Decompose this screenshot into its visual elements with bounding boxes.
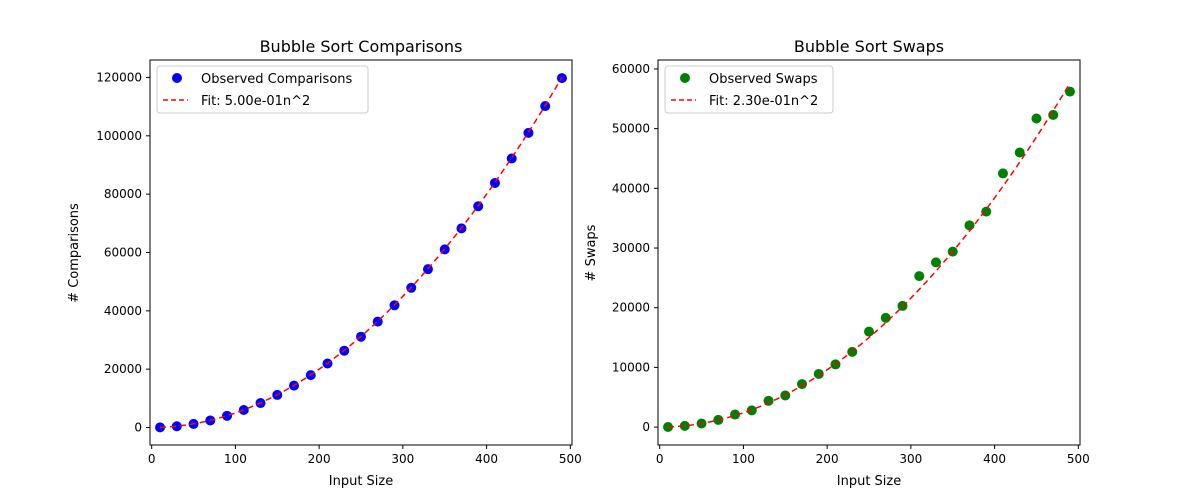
chart-title: Bubble Sort Comparisons: [260, 37, 463, 56]
x-axis-label: Input Size: [837, 474, 901, 489]
y-tick-label: 40000: [612, 181, 650, 195]
legend: Observed Swaps Fit: 2.30e-01n^2: [664, 65, 834, 114]
data-point: [997, 168, 1008, 179]
data-point: [1031, 113, 1042, 124]
data-point: [155, 422, 166, 433]
data-point: [914, 271, 925, 282]
x-tick-label: 200: [816, 452, 839, 466]
y-axis-label: # Comparisons: [67, 203, 82, 303]
plot-area: [663, 82, 1075, 432]
legend-box: [156, 65, 369, 114]
fit-line: [668, 82, 1071, 428]
y-tick-label: 20000: [104, 362, 142, 376]
data-point: [679, 420, 690, 431]
y-axis-label: # Swaps: [584, 224, 599, 281]
legend-label-fit: Fit: 2.30e-01n^2: [709, 94, 818, 109]
tick-group: 0 100 200 300 400 500 0 20000 40000 60000 80000 100…: [96, 71, 582, 467]
y-tick-label: 30000: [612, 241, 650, 255]
x-tick-label: 100: [732, 452, 755, 466]
axes-frame: [149, 59, 573, 446]
x-axis-label: Input Size: [329, 474, 393, 489]
swaps-chart: Bubble Sort Swaps Input Size # Swaps 0 10…: [584, 37, 1090, 489]
data-point: [171, 421, 182, 432]
y-tick-label: 60000: [104, 246, 142, 260]
data-point: [1048, 109, 1059, 120]
data-point: [1014, 147, 1025, 158]
chart-title: Bubble Sort Swaps: [794, 37, 944, 56]
y-tick-label: 20000: [612, 301, 650, 315]
x-tick-label: 200: [308, 452, 331, 466]
x-tick-label: 400: [475, 452, 498, 466]
x-tick-label: 500: [559, 452, 582, 466]
comparisons-chart: Bubble Sort Comparisons Input Size # Com…: [67, 37, 582, 489]
x-tick-label: 300: [899, 452, 922, 466]
y-tick-label: 120000: [96, 71, 142, 85]
axes-frame: [657, 59, 1081, 446]
fit-line: [160, 76, 563, 429]
y-tick-label: 50000: [612, 122, 650, 136]
legend-marker-observed-comparisons: [172, 73, 182, 83]
legend-marker-observed-swaps: [680, 73, 690, 83]
tick-group: 0 100 200 300 400 500 0 10000 20000 30000 40000 500…: [612, 62, 1090, 466]
y-tick-label: 0: [642, 420, 650, 434]
y-tick-label: 0: [134, 421, 142, 435]
x-tick-label: 100: [224, 452, 247, 466]
data-point: [864, 326, 874, 337]
y-tick-label: 80000: [104, 187, 142, 201]
y-tick-label: 100000: [96, 129, 142, 143]
data-point: [797, 379, 808, 390]
legend-label-fit: Fit: 5.00e-01n^2: [201, 94, 310, 109]
plot-area: [155, 73, 567, 433]
legend-box: [664, 65, 834, 114]
legend-label-observed-swaps: Observed Swaps: [709, 72, 818, 87]
x-tick-label: 0: [148, 452, 156, 466]
x-tick-label: 500: [1067, 452, 1090, 466]
x-tick-label: 300: [391, 452, 414, 466]
data-point: [930, 257, 941, 268]
data-point: [730, 409, 741, 420]
legend-label-observed-comparisons: Observed Comparisons: [201, 72, 353, 87]
x-tick-label: 400: [983, 452, 1006, 466]
data-point: [813, 368, 824, 379]
data-point: [222, 410, 233, 421]
y-tick-label: 10000: [612, 360, 650, 374]
data-point: [1064, 86, 1075, 97]
legend: Observed Comparisons Fit: 5.00e-01n^2: [156, 65, 369, 114]
y-tick-label: 40000: [104, 304, 142, 318]
data-point: [981, 206, 992, 217]
data-point: [880, 312, 891, 323]
data-point: [663, 421, 674, 432]
y-tick-label: 60000: [612, 62, 650, 76]
data-point: [964, 220, 975, 231]
x-tick-label: 0: [656, 452, 664, 466]
